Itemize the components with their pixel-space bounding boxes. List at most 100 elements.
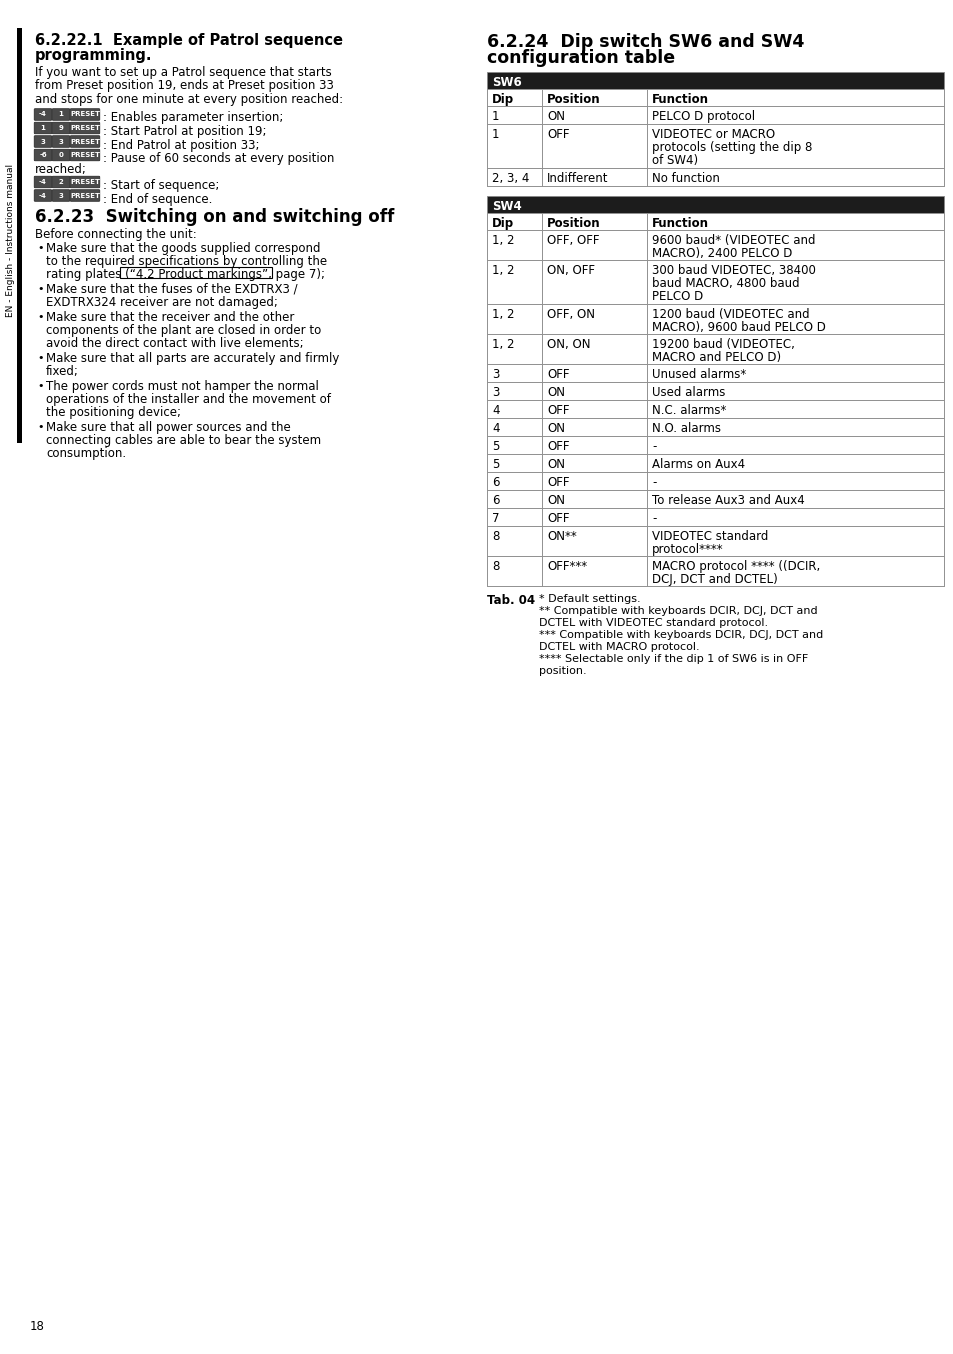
Text: 8: 8 bbox=[492, 529, 498, 543]
FancyBboxPatch shape bbox=[34, 122, 51, 134]
Text: 1, 2: 1, 2 bbox=[492, 338, 514, 351]
Bar bbox=[486, 106, 541, 125]
Text: -4: -4 bbox=[39, 111, 47, 118]
Bar bbox=[646, 364, 943, 382]
Text: -: - bbox=[651, 512, 656, 525]
Text: 6.2.22.1  Example of Patrol sequence: 6.2.22.1 Example of Patrol sequence bbox=[35, 32, 343, 47]
Bar bbox=[486, 399, 943, 418]
Bar bbox=[646, 382, 943, 399]
Text: MACRO and PELCO D): MACRO and PELCO D) bbox=[651, 351, 781, 364]
FancyBboxPatch shape bbox=[71, 135, 100, 148]
Bar bbox=[541, 213, 646, 230]
Bar bbox=[646, 125, 943, 168]
Bar bbox=[541, 473, 646, 490]
Text: OFF: OFF bbox=[546, 129, 569, 141]
Text: : End of sequence.: : End of sequence. bbox=[103, 192, 213, 206]
Bar bbox=[541, 305, 646, 334]
FancyBboxPatch shape bbox=[34, 135, 51, 148]
Text: 4: 4 bbox=[492, 403, 499, 417]
Text: Function: Function bbox=[651, 93, 708, 106]
Text: 2: 2 bbox=[58, 179, 63, 185]
Bar bbox=[486, 418, 541, 436]
Text: MACRO), 2400 PELCO D: MACRO), 2400 PELCO D bbox=[651, 246, 792, 260]
Text: •: • bbox=[37, 380, 44, 391]
Text: the positioning device;: the positioning device; bbox=[46, 406, 181, 418]
Text: 6.2.23  Switching on and switching off: 6.2.23 Switching on and switching off bbox=[35, 209, 394, 226]
Bar bbox=[486, 230, 541, 260]
Text: ON: ON bbox=[546, 458, 564, 471]
Bar bbox=[486, 418, 943, 436]
Text: 6.2.24  Dip switch SW6 and SW4: 6.2.24 Dip switch SW6 and SW4 bbox=[486, 32, 803, 51]
Text: ON: ON bbox=[546, 110, 564, 123]
Bar bbox=[646, 89, 943, 106]
Text: OFF: OFF bbox=[546, 477, 569, 489]
Text: 1: 1 bbox=[492, 129, 499, 141]
FancyBboxPatch shape bbox=[71, 149, 100, 161]
Bar bbox=[486, 364, 541, 382]
Bar bbox=[486, 168, 541, 185]
Text: Make sure that the receiver and the other: Make sure that the receiver and the othe… bbox=[46, 311, 294, 324]
FancyBboxPatch shape bbox=[52, 176, 70, 188]
Text: Make sure that all power sources and the: Make sure that all power sources and the bbox=[46, 421, 291, 435]
FancyBboxPatch shape bbox=[71, 176, 100, 188]
Text: EN - English - Instructions manual: EN - English - Instructions manual bbox=[7, 164, 15, 317]
Text: -6: -6 bbox=[39, 152, 47, 158]
Bar bbox=[486, 213, 541, 230]
Text: PRESET: PRESET bbox=[70, 179, 100, 185]
Bar bbox=[541, 418, 646, 436]
Bar bbox=[541, 525, 646, 556]
Text: N.C. alarms*: N.C. alarms* bbox=[651, 403, 725, 417]
Text: rating plates (“4.2 Product markings”, page 7);: rating plates (“4.2 Product markings”, p… bbox=[46, 268, 325, 282]
Text: consumption.: consumption. bbox=[46, 447, 126, 460]
Bar bbox=[541, 382, 646, 399]
Bar bbox=[486, 125, 943, 168]
Bar bbox=[541, 125, 646, 168]
Bar bbox=[486, 490, 943, 508]
Text: 0: 0 bbox=[58, 152, 63, 158]
Bar bbox=[541, 556, 646, 586]
Bar bbox=[486, 125, 541, 168]
Text: ** Compatible with keyboards DCIR, DCJ, DCT and: ** Compatible with keyboards DCIR, DCJ, … bbox=[538, 607, 817, 616]
Bar bbox=[646, 556, 943, 586]
Bar bbox=[486, 305, 541, 334]
Text: ON: ON bbox=[546, 494, 564, 506]
Bar bbox=[646, 106, 943, 125]
Text: OFF: OFF bbox=[546, 512, 569, 525]
Text: OFF: OFF bbox=[546, 368, 569, 380]
FancyBboxPatch shape bbox=[34, 149, 51, 161]
Bar bbox=[541, 454, 646, 473]
Bar bbox=[486, 334, 943, 364]
Bar bbox=[486, 168, 943, 185]
FancyBboxPatch shape bbox=[34, 190, 51, 202]
Bar bbox=[486, 436, 541, 454]
Text: OFF, OFF: OFF, OFF bbox=[546, 234, 598, 246]
Text: EXDTRX324 receiver are not damaged;: EXDTRX324 receiver are not damaged; bbox=[46, 297, 277, 309]
Text: 5: 5 bbox=[492, 440, 498, 454]
Bar bbox=[486, 72, 943, 89]
FancyBboxPatch shape bbox=[52, 122, 70, 134]
Text: from Preset position 19, ends at Preset position 33: from Preset position 19, ends at Preset … bbox=[35, 80, 334, 92]
Text: 5: 5 bbox=[492, 458, 498, 471]
Text: baud MACRO, 4800 baud: baud MACRO, 4800 baud bbox=[651, 278, 799, 290]
FancyBboxPatch shape bbox=[71, 108, 100, 121]
Text: PELCO D: PELCO D bbox=[651, 290, 702, 303]
Text: Dip: Dip bbox=[492, 93, 514, 106]
Text: 1: 1 bbox=[41, 125, 46, 131]
Text: connecting cables are able to bear the system: connecting cables are able to bear the s… bbox=[46, 435, 321, 447]
Text: •: • bbox=[37, 242, 44, 253]
Bar bbox=[486, 525, 943, 556]
Bar bbox=[486, 382, 943, 399]
Bar bbox=[486, 454, 541, 473]
Bar bbox=[486, 89, 943, 106]
Bar bbox=[541, 334, 646, 364]
Text: DCTEL with MACRO protocol.: DCTEL with MACRO protocol. bbox=[538, 642, 699, 653]
FancyBboxPatch shape bbox=[52, 135, 70, 148]
FancyBboxPatch shape bbox=[34, 176, 51, 188]
Text: of SW4): of SW4) bbox=[651, 154, 698, 167]
Text: OFF***: OFF*** bbox=[546, 561, 586, 573]
Text: 9600 baud* (VIDEOTEC and: 9600 baud* (VIDEOTEC and bbox=[651, 234, 815, 246]
Text: 6: 6 bbox=[492, 494, 499, 506]
FancyBboxPatch shape bbox=[52, 149, 70, 161]
Bar bbox=[541, 490, 646, 508]
Bar bbox=[17, 28, 22, 443]
